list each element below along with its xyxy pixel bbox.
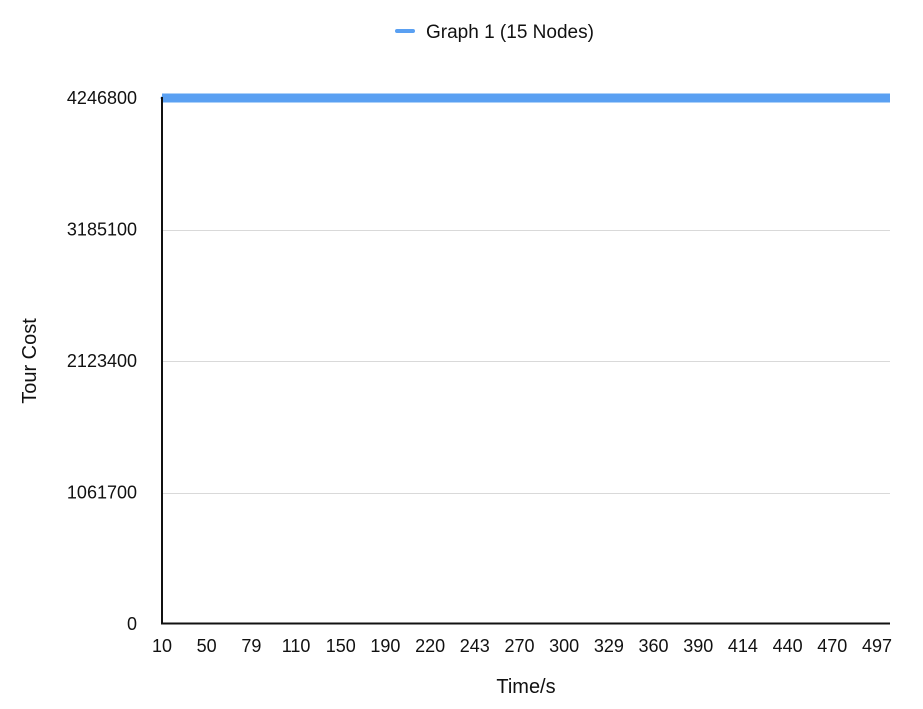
y-tick-label: 0 xyxy=(127,614,137,634)
x-tick-label: 150 xyxy=(326,636,356,656)
axes xyxy=(161,97,890,625)
x-tick-label: 10 xyxy=(152,636,172,656)
legend-label: Graph 1 (15 Nodes) xyxy=(426,22,594,43)
data-point xyxy=(518,96,521,100)
y-tick-label: 1061700 xyxy=(67,483,137,503)
y-tick-labels: 0 1061700 2123400 3185100 4246800 xyxy=(67,88,137,634)
data-point xyxy=(786,96,790,100)
data-point xyxy=(294,96,298,100)
x-tick-label: 440 xyxy=(773,636,803,656)
x-tick-label: 329 xyxy=(594,636,624,656)
data-point xyxy=(741,96,745,100)
data-point xyxy=(383,96,387,100)
series-layer xyxy=(160,93,890,103)
x-axis-title: Time/s xyxy=(496,676,555,698)
x-tick-label: 79 xyxy=(241,636,261,656)
data-point xyxy=(562,96,566,100)
x-tick-label: 270 xyxy=(504,636,534,656)
data-point xyxy=(473,96,477,100)
x-tick-label: 243 xyxy=(460,636,490,656)
x-tick-label: 390 xyxy=(683,636,713,656)
x-tick-label: 110 xyxy=(282,636,311,656)
y-axis-title: Tour Cost xyxy=(19,318,41,404)
x-tick-label: 414 xyxy=(728,636,758,656)
data-point xyxy=(428,96,432,100)
legend: Graph 1 (15 Nodes) xyxy=(395,22,594,43)
data-point xyxy=(205,96,209,100)
data-point xyxy=(607,96,611,100)
y-tick-label: 3185100 xyxy=(67,220,137,240)
x-tick-label: 300 xyxy=(549,636,579,656)
x-tick-label: 497 xyxy=(862,636,892,656)
x-tick-label: 220 xyxy=(415,636,445,656)
x-tick-label: 470 xyxy=(817,636,847,656)
data-point xyxy=(249,96,253,100)
data-point xyxy=(652,96,656,100)
x-tick-label: 360 xyxy=(639,636,669,656)
grid-lines xyxy=(162,98,890,494)
y-tick-label: 2123400 xyxy=(67,351,137,371)
x-tick-label: 190 xyxy=(370,636,400,656)
x-tick-label: 50 xyxy=(197,636,217,656)
x-tick-labels: 10 50 79 110 150 190 220 243 270 300 329 360 390 414 4… xyxy=(152,636,892,656)
y-tick-label: 4246800 xyxy=(67,88,137,108)
data-point xyxy=(875,96,879,100)
data-point xyxy=(830,96,834,100)
data-point xyxy=(339,96,343,100)
data-point xyxy=(696,96,700,100)
